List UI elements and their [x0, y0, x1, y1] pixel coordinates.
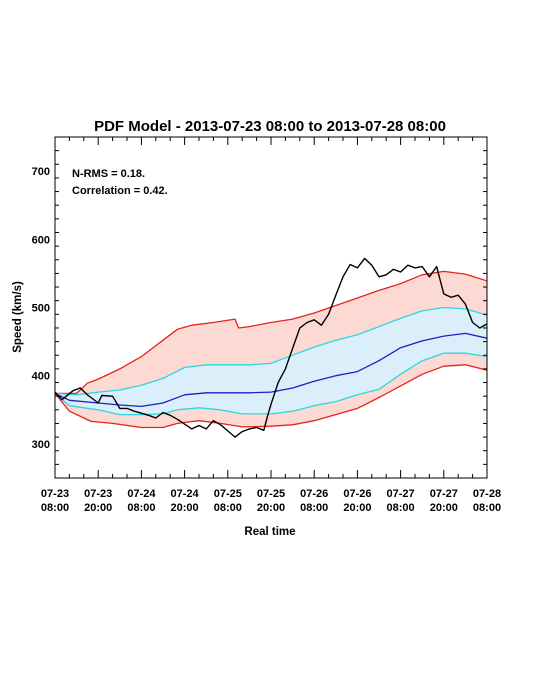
- y-axis-label: Speed (km/s): [12, 281, 24, 353]
- x-tick-label: 07-24: [127, 488, 156, 500]
- x-tick-label: 20:00: [84, 502, 112, 514]
- y-tick-label: 300: [32, 439, 50, 451]
- x-tick-label: 08:00: [473, 502, 501, 514]
- plot-area: 300 400 500 600 700 07-23 08:00 07-23 20:00 07-24…: [32, 136, 501, 514]
- x-tick-label: 20:00: [430, 502, 458, 514]
- x-tick-label: 07-27: [430, 488, 458, 500]
- x-tick-label: 08:00: [300, 502, 328, 514]
- series-line-inner-upper: [55, 306, 487, 396]
- x-tick-label: 07-28: [473, 488, 501, 500]
- inner-band: [55, 307, 487, 415]
- x-tick-label: 07-24: [171, 488, 200, 500]
- x-axis-label: Real time: [244, 526, 295, 538]
- x-tick-label: 08:00: [41, 502, 69, 514]
- series-line-inner-lower: [55, 352, 487, 416]
- correlation-annotation: Correlation = 0.42.: [72, 185, 168, 197]
- chart-title: PDF Model - 2013-07-23 08:00 to 2013-07-…: [94, 118, 446, 135]
- series-line-outer-upper: [55, 270, 487, 395]
- x-tick-label: 08:00: [214, 502, 242, 514]
- nrms-annotation: N-RMS = 0.18.: [72, 168, 145, 180]
- x-tick-label: 07-26: [300, 488, 328, 500]
- x-tick-label: 20:00: [343, 502, 371, 514]
- y-tick-label: 400: [32, 371, 50, 383]
- series-line-observed: [55, 257, 487, 438]
- x-tick-label: 08:00: [127, 502, 155, 514]
- x-tick-label: 07-23: [84, 488, 112, 500]
- y-tick-label: 700: [32, 166, 50, 178]
- series-line-median: [55, 332, 487, 408]
- x-tick-label: 20:00: [257, 502, 285, 514]
- x-tick-label: 07-25: [257, 488, 285, 500]
- y-tick-label: 500: [32, 303, 50, 315]
- series-group: [55, 257, 487, 438]
- x-tick-label: 07-27: [387, 488, 415, 500]
- x-tick-label: 07-26: [343, 488, 371, 500]
- x-tick-label: 20:00: [171, 502, 199, 514]
- series-line-outer-lower: [55, 364, 487, 429]
- x-tick-label: 08:00: [387, 502, 415, 514]
- x-tick-label: 07-25: [214, 488, 242, 500]
- y-tick-label: 600: [32, 234, 50, 246]
- x-tick-label: 07-23: [41, 488, 69, 500]
